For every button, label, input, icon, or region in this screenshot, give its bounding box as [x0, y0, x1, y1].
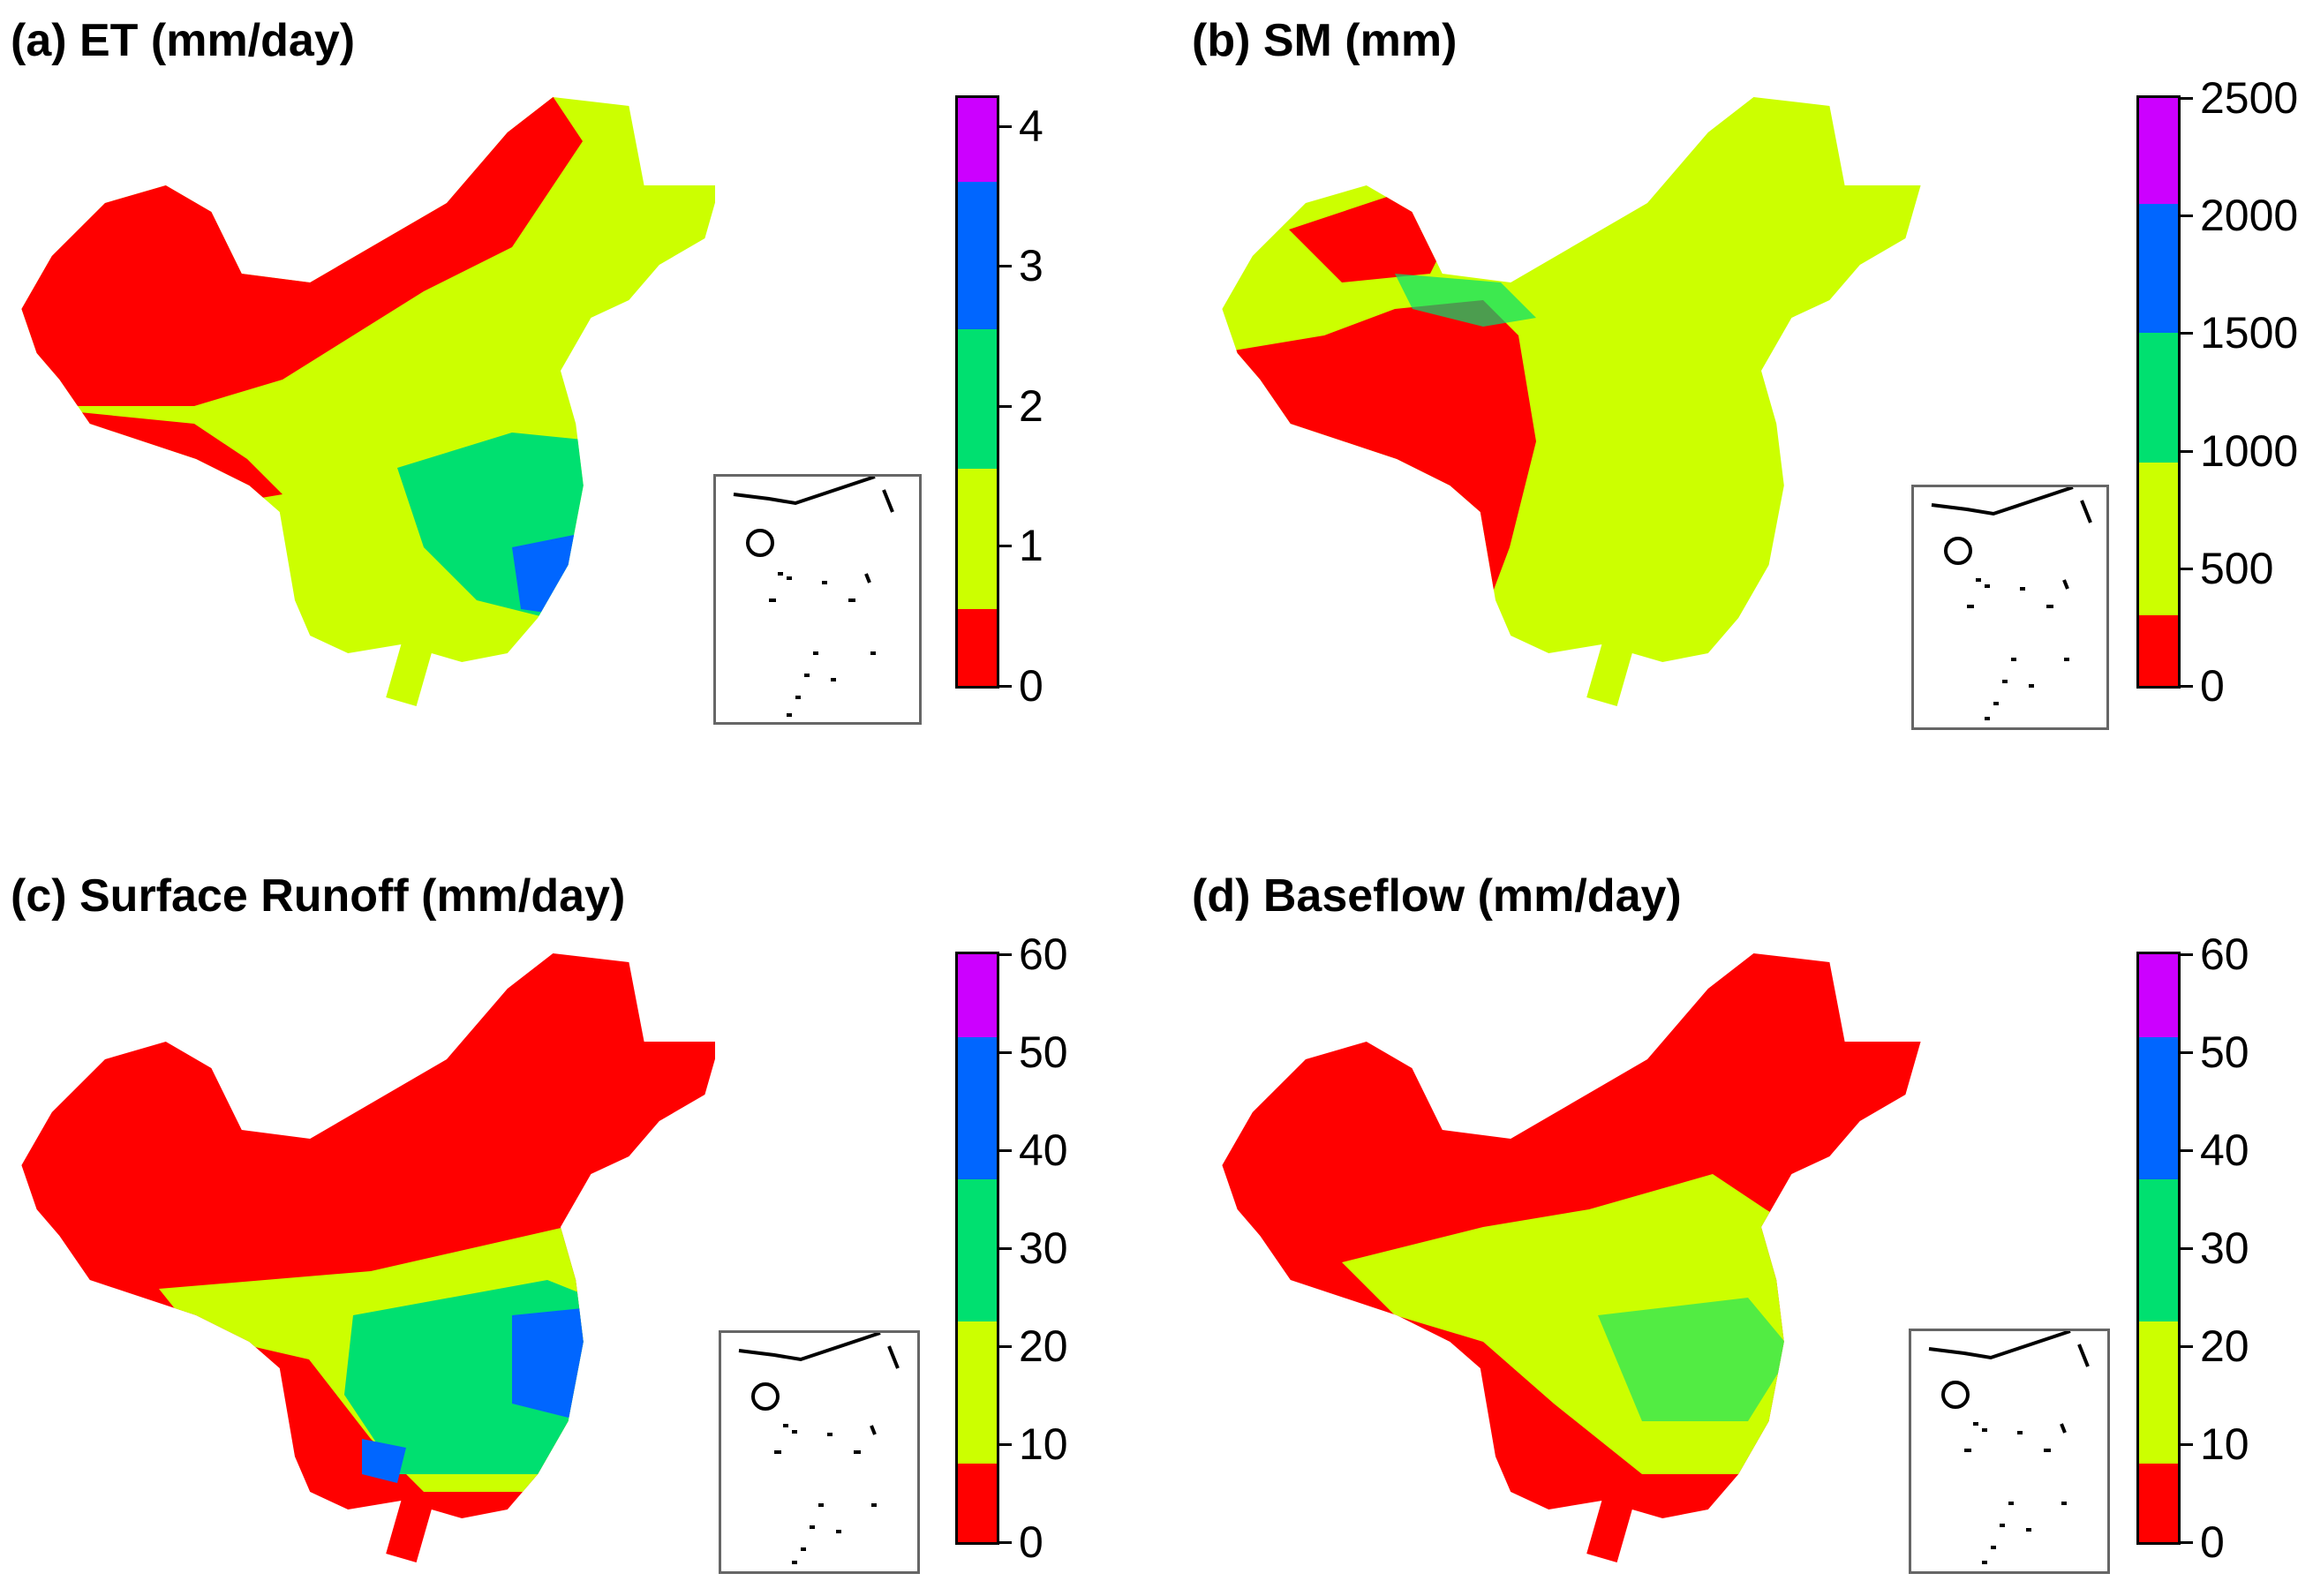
colorbar-a-tick-label: 1 [1019, 521, 1043, 571]
colorbar-b [2136, 95, 2181, 689]
colorbar-d-tick-label: 50 [2200, 1028, 2249, 1077]
colorbar-b-tick [2181, 332, 2193, 335]
colorbar-d-tick-label: 10 [2200, 1419, 2249, 1469]
colorbar-b-tick [2181, 97, 2193, 100]
colorbar-a-tick-label: 4 [1019, 101, 1043, 151]
colorbar-b-segment [2139, 98, 2178, 204]
colorbar-c-tick [999, 1149, 1012, 1152]
colorbar-a-segment [958, 328, 997, 470]
colorbar-c-tick-label: 30 [1019, 1223, 1068, 1273]
colorbar-d-tick-label: 0 [2200, 1517, 2225, 1567]
colorbar-b-tick [2181, 449, 2193, 453]
colorbar-c-tick-label: 10 [1019, 1419, 1068, 1469]
colorbar-c-segment [958, 1321, 997, 1464]
colorbar-b-tick-label: 500 [2200, 543, 2274, 593]
colorbar-a-tick [999, 124, 1012, 128]
colorbar-d-segment [2139, 1179, 2178, 1322]
colorbar-c-tick [999, 1541, 1012, 1544]
colorbar-a-tick-label: 2 [1019, 380, 1043, 431]
colorbar-c-tick [999, 1247, 1012, 1250]
colorbar-a [955, 95, 999, 689]
colorbar-c-segment [958, 1464, 997, 1542]
china-map-b [1222, 97, 1921, 706]
colorbar-b-tick-label: 2000 [2200, 191, 2299, 241]
colorbar-a-tick [999, 265, 1012, 268]
colorbar-a-tick-label: 3 [1019, 241, 1043, 291]
colorbar-d-tick-label: 40 [2200, 1125, 2249, 1175]
colorbar-d-tick [2181, 1345, 2193, 1348]
panel-title-c: (c) Surface Runoff (mm/day) [11, 870, 626, 922]
colorbar-b-tick [2181, 215, 2193, 218]
colorbar-d-segment [2139, 1464, 2178, 1542]
colorbar-a-tick [999, 545, 1012, 548]
colorbar-b-tick-label: 2500 [2200, 73, 2299, 123]
colorbar-c-tick-label: 0 [1019, 1517, 1043, 1567]
colorbar-c-segment [958, 1179, 997, 1322]
inset-map-d [1909, 1329, 2110, 1574]
colorbar-d-segment [2139, 954, 2178, 1038]
colorbar-d-tick [2181, 953, 2193, 956]
colorbar-c-tick [999, 1051, 1012, 1054]
panel-title-b: (b) SM (mm) [1192, 15, 1458, 66]
colorbar-d-tick [2181, 1541, 2193, 1544]
china-map-c [21, 953, 715, 1562]
colorbar-d [2136, 952, 2181, 1545]
colorbar-d-tick-label: 30 [2200, 1223, 2249, 1273]
colorbar-d-tick [2181, 1149, 2193, 1152]
panel-title-d: (d) Baseflow (mm/day) [1192, 870, 1682, 922]
inset-map-a [713, 474, 922, 725]
colorbar-c-tick-label: 60 [1019, 930, 1068, 979]
colorbar-c-segment [958, 954, 997, 1038]
colorbar-b-tick-label: 0 [2200, 661, 2225, 711]
colorbar-d-tick-label: 60 [2200, 930, 2249, 979]
colorbar-b-tick [2181, 685, 2193, 688]
colorbar-c-tick-label: 20 [1019, 1321, 1068, 1371]
colorbar-a-tick [999, 404, 1012, 408]
colorbar-b-segment [2139, 462, 2178, 616]
south-china-sea-inset-a [733, 475, 894, 717]
colorbar-b-segment [2139, 203, 2178, 334]
colorbar-c-tick-label: 50 [1019, 1028, 1068, 1077]
china-map-a [21, 97, 715, 706]
colorbar-d-segment [2139, 1321, 2178, 1464]
china-map-d [1222, 953, 1921, 1562]
colorbar-a-segment [958, 469, 997, 609]
colorbar-a-tick [999, 685, 1012, 688]
colorbar-a-tick-label: 0 [1019, 661, 1043, 711]
colorbar-a-segment [958, 182, 997, 329]
colorbar-b-tick-label: 1000 [2200, 425, 2299, 476]
colorbar-d-tick-label: 20 [2200, 1321, 2249, 1371]
colorbar-a-segment [958, 608, 997, 686]
colorbar-c-tick [999, 1443, 1012, 1446]
inset-map-c [719, 1330, 920, 1574]
colorbar-c-tick [999, 953, 1012, 956]
inset-map-b [1911, 485, 2109, 730]
south-china-sea-inset-b [1931, 486, 2092, 720]
colorbar-b-segment [2139, 615, 2178, 686]
colorbar-c [955, 952, 999, 1545]
colorbar-b-tick-label: 1500 [2200, 308, 2299, 358]
colorbar-c-segment [958, 1037, 997, 1180]
south-china-sea-inset-c [738, 1331, 900, 1564]
colorbar-d-tick [2181, 1247, 2193, 1250]
colorbar-d-tick [2181, 1051, 2193, 1054]
colorbar-b-tick [2181, 567, 2193, 570]
colorbar-c-tick-label: 40 [1019, 1125, 1068, 1175]
colorbar-d-segment [2139, 1037, 2178, 1180]
colorbar-a-segment [958, 98, 997, 183]
colorbar-b-segment [2139, 333, 2178, 463]
colorbar-d-tick [2181, 1443, 2193, 1446]
south-china-sea-inset-d [1928, 1329, 2090, 1564]
panel-title-a: (a) ET (mm/day) [11, 15, 356, 66]
colorbar-c-tick [999, 1345, 1012, 1348]
